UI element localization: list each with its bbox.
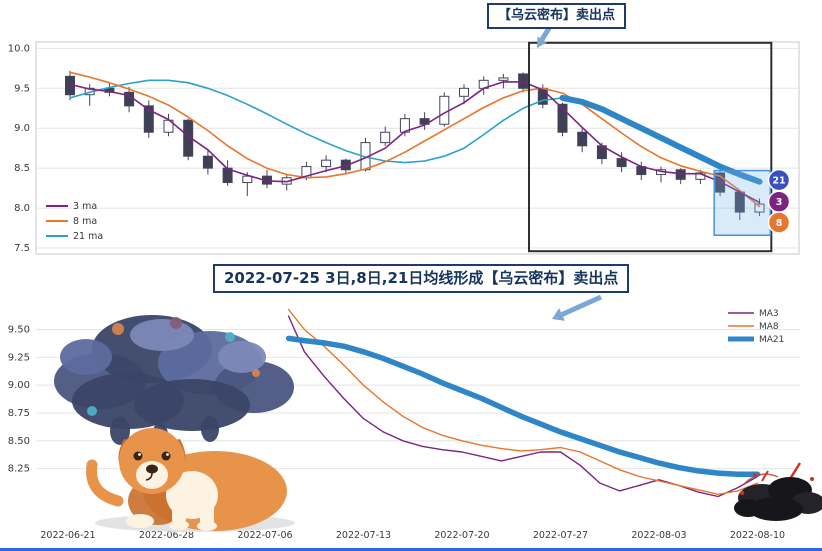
dark-cloud-cover-callout: 【乌云密布】卖出点 xyxy=(487,3,627,30)
dark-cloud-illustration xyxy=(734,462,822,521)
legend-label: MA21 xyxy=(759,335,784,345)
top-candlestick-chart: 10.0 9.5 9.0 8.5 8.0 7.5 21 3 8 3 ma 8 ma 21 ma xyxy=(8,23,800,255)
x-axis: 2022-06-21 2022-06-28 2022-07-06 2022-07-13… xyxy=(40,530,785,541)
y-tick-label: 8.5 xyxy=(14,163,30,174)
ma-badge-label: 21 xyxy=(772,176,785,187)
ma-badge-8 xyxy=(767,211,791,234)
candle-body xyxy=(143,105,154,133)
legend-label: 21 ma xyxy=(73,231,103,242)
8ma-line xyxy=(69,71,761,208)
ma-badge-label: 8 xyxy=(776,218,783,229)
candle-body xyxy=(439,95,450,125)
candle-body xyxy=(754,203,765,213)
y-tick-label: 7.5 xyxy=(14,243,30,254)
x-tick-label: 2022-08-03 xyxy=(631,530,686,541)
ma8-line xyxy=(287,308,759,496)
y-tick-label: 9.25 xyxy=(8,352,30,363)
y-grid: 10.0 9.5 9.0 8.5 8.0 7.5 xyxy=(8,43,799,254)
legend: MA3 MA8 MA21 xyxy=(728,309,784,345)
y-tick-label: 8.0 xyxy=(14,203,30,214)
storm-cloud-illustration xyxy=(54,315,294,447)
legend-label: MA8 xyxy=(759,322,779,332)
candle-body xyxy=(616,158,627,168)
y-tick-label: 9.5 xyxy=(14,83,30,94)
y-tick-label: 9.0 xyxy=(14,123,30,134)
candle-body xyxy=(321,159,332,168)
candle-body xyxy=(498,77,509,81)
sell-signal-description-callout: 2022-07-25 3日,8日,21日均线形成【乌云密布】卖出点 xyxy=(213,264,630,293)
y-tick-label: 8.50 xyxy=(8,436,30,447)
x-tick-label: 2022-07-27 xyxy=(533,530,588,541)
x-tick-label: 2022-07-06 xyxy=(237,530,292,541)
y-tick-label: 9.50 xyxy=(8,324,30,335)
callout-arrow-mid xyxy=(552,294,603,321)
x-tick-label: 2022-06-21 xyxy=(40,530,95,541)
ma21-highlight-thick xyxy=(559,94,763,185)
legend-label: MA3 xyxy=(759,309,779,319)
plot-frame xyxy=(35,41,800,255)
sell-zone-box xyxy=(528,41,773,253)
ma-convergence-box xyxy=(713,169,772,236)
x-tick-label: 2022-07-13 xyxy=(336,530,391,541)
ma-badges: 21 3 8 xyxy=(767,168,791,234)
candle-body xyxy=(380,131,391,144)
dog-illustration xyxy=(86,428,295,532)
y-tick-label: 9.00 xyxy=(8,380,30,391)
bottom-edge-bar xyxy=(0,548,822,551)
x-tick-label: 2022-07-20 xyxy=(434,530,489,541)
candle-body xyxy=(183,119,194,157)
y-tick-label: 8.25 xyxy=(8,464,30,475)
x-tick-label: 2022-06-28 xyxy=(139,530,194,541)
ma-badge-label: 3 xyxy=(776,197,783,208)
y-tick-label: 8.75 xyxy=(8,408,30,419)
legend: 3 ma 8 ma 21 ma xyxy=(46,201,103,242)
y-tick-label: 10.0 xyxy=(8,43,30,54)
legend-label: 8 ma xyxy=(73,216,97,227)
3ma-line xyxy=(69,81,761,204)
candle-body xyxy=(577,131,588,147)
x-tick-label: 2022-08-10 xyxy=(730,530,785,541)
ma21-line xyxy=(285,335,761,477)
candle-body xyxy=(202,155,213,169)
candle-body xyxy=(675,169,686,180)
legend-label: 3 ma xyxy=(73,201,97,212)
candle-body xyxy=(242,175,253,184)
candle-body xyxy=(557,103,568,133)
candle-body xyxy=(459,87,469,97)
